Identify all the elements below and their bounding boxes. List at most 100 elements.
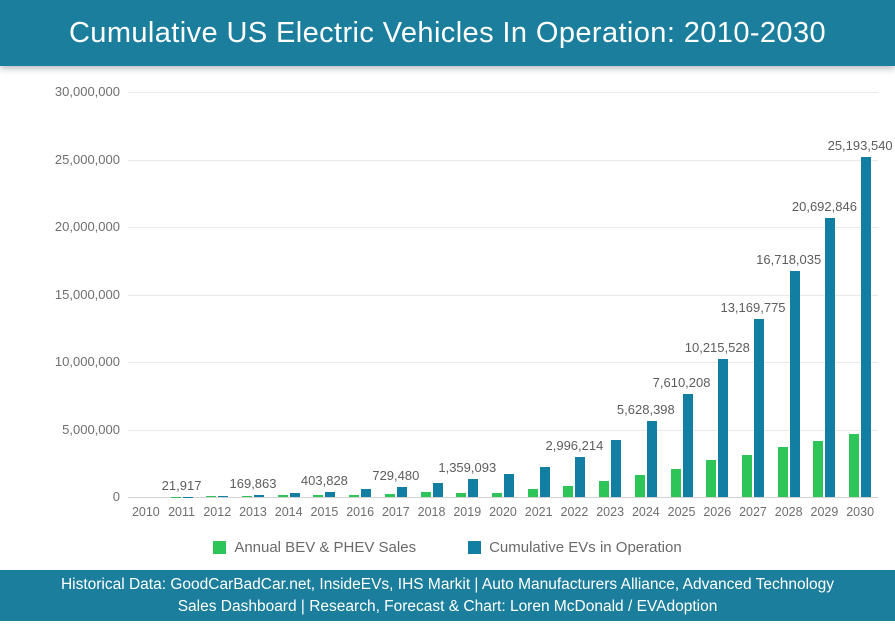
x-axis-label: 2018: [417, 505, 446, 519]
x-axis-label: 2010: [131, 505, 160, 519]
annual-sales-bar: [741, 455, 752, 497]
cumulative-bar: [789, 271, 800, 497]
chart-title: Cumulative US Electric Vehicles In Opera…: [68, 16, 827, 49]
bar-value-label: 729,480: [372, 468, 420, 484]
source-footer: Historical Data: GoodCarBadCar.net, Insi…: [0, 570, 895, 621]
legend-label: Cumulative EVs in Operation: [489, 538, 682, 556]
x-axis-label: 2013: [239, 505, 267, 519]
bar-value-label: 7,610,208: [652, 375, 711, 391]
cumulative-swatch-icon: [468, 540, 482, 554]
bar-group: [342, 92, 378, 497]
bar-value-label: 5,628,398: [616, 402, 675, 418]
annual-sales-bar: [206, 496, 217, 497]
bar-group: [664, 92, 700, 497]
cumulative-bar: [753, 319, 764, 497]
x-axis-label: 2023: [596, 505, 625, 519]
bar-value-label: 16,718,035: [756, 252, 822, 268]
cumulative-bar: [432, 482, 443, 497]
x-axis-label: 2021: [524, 505, 553, 519]
bar-group: [307, 92, 343, 497]
bar-value-label: 20,692,846: [791, 198, 857, 214]
x-axis-label: 2011: [168, 505, 195, 519]
cumulative-bar: [396, 487, 407, 497]
bar-group: [449, 92, 485, 497]
cumulative-bar: [503, 474, 514, 497]
gridline: [128, 160, 878, 161]
cumulative-bar: [575, 456, 586, 497]
legend-item-annual-sales: Annual BEV & PHEV Sales: [213, 539, 416, 556]
gridline: [128, 362, 878, 363]
x-axis-label: 2026: [703, 505, 732, 519]
bar-group: [628, 92, 664, 497]
x-axis-label: 2015: [310, 505, 339, 519]
x-axis-label: 2028: [774, 505, 803, 519]
bar-group: [807, 92, 843, 497]
bar-value-label: 1,359,093: [438, 459, 497, 475]
cumulative-bar: [289, 493, 300, 497]
x-axis-label: 2020: [489, 505, 517, 519]
cumulative-bar: [325, 491, 336, 497]
annual-sales-bar: [456, 492, 467, 497]
chart-legend: Annual BEV & PHEV Sales Cumulative EVs i…: [0, 536, 895, 558]
x-axis-line: [128, 497, 878, 498]
bar-group: [699, 92, 735, 497]
bar-group: [842, 92, 878, 497]
y-axis-label: 20,000,000: [54, 219, 120, 234]
x-axis-label: 2016: [346, 505, 375, 519]
bar-value-label: 10,215,528: [684, 340, 750, 356]
annual-sales-bar: [313, 495, 324, 497]
chart-header: Cumulative US Electric Vehicles In Opera…: [0, 0, 895, 66]
bar-value-label: 25,193,540: [827, 137, 893, 153]
cumulative-bar: [539, 466, 550, 497]
annual-sales-bar: [813, 440, 824, 497]
annual-sales-bar: [563, 486, 574, 497]
cumulative-bar: [682, 394, 693, 497]
cumulative-bar: [646, 421, 657, 497]
bar-group: [378, 92, 414, 497]
legend-label: Annual BEV & PHEV Sales: [234, 538, 417, 556]
annual-sales-bar: [527, 488, 538, 497]
cumulative-bar: [253, 494, 264, 497]
bar-value-label: 13,169,775: [720, 300, 786, 316]
bar-value-label: 169,863: [229, 475, 277, 491]
cumulative-bar: [611, 439, 622, 497]
cumulative-bar: [218, 496, 229, 497]
bar-value-label: 2,996,214: [545, 437, 604, 453]
plot-area: 30,000,000 25,000,000 20,000,000 15,000,000…: [55, 84, 893, 519]
annual-sales-bar: [670, 468, 681, 497]
x-axis-label: 2012: [203, 505, 232, 519]
annual-sales-bar: [599, 481, 610, 497]
x-axis-label: 2017: [381, 505, 410, 519]
gridline: [128, 430, 878, 431]
bar-value-label: 21,917: [161, 477, 202, 493]
annual-sales-bar: [420, 492, 431, 497]
cumulative-bar: [361, 489, 372, 497]
footer-line-1: Historical Data: GoodCarBadCar.net, Insi…: [60, 575, 835, 593]
x-axis-label: 2030: [846, 505, 875, 519]
bar-group: [735, 92, 771, 497]
x-axis-label: 2024: [631, 505, 660, 519]
footer-line-2: Sales Dashboard | Research, Forecast & C…: [177, 597, 718, 615]
annual-sales-bar: [706, 459, 717, 497]
y-axis-label: 10,000,000: [54, 354, 120, 369]
x-axis-label: 2027: [739, 505, 767, 519]
cumulative-bar: [825, 217, 836, 497]
bar-group: [128, 92, 164, 497]
annual-sales-bar: [277, 495, 288, 497]
annual-sales-bar: [491, 492, 502, 497]
bar-group: [199, 92, 235, 497]
annual-sales-bar: [384, 494, 395, 497]
annual-sales-bar: [849, 434, 860, 497]
y-axis-label: 15,000,000: [54, 287, 120, 302]
cumulative-bar: [718, 359, 729, 497]
bar-group: [521, 92, 557, 497]
bar-group: [485, 92, 521, 497]
annual-sales-bar: [634, 475, 645, 497]
x-axis-label: 2014: [274, 505, 303, 519]
x-axis-label: 2019: [453, 505, 482, 519]
bar-value-label: 403,828: [300, 472, 348, 488]
y-axis-label: 0: [112, 489, 120, 504]
x-axis-label: 2022: [560, 505, 589, 519]
y-axis-label: 5,000,000: [62, 422, 120, 437]
